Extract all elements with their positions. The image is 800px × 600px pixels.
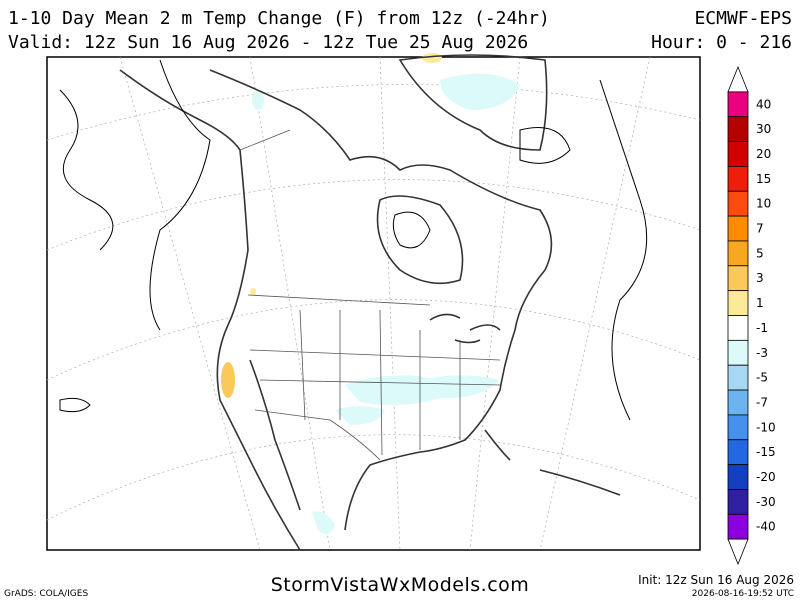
colorbar-label: -40 [756, 520, 776, 534]
color-box [727, 190, 749, 217]
colorbar-label: -15 [756, 445, 776, 459]
colorbar-label: -7 [756, 395, 768, 409]
colorbar-label: 3 [756, 271, 764, 285]
init: Init: 12z Sun 16 Aug 2026 [638, 573, 794, 587]
stamp: 2026-08-16-19:52 UTC [692, 589, 794, 599]
hours: Hour: 0 - 216 [651, 32, 792, 53]
colorbar-label: -10 [756, 420, 776, 434]
colorbar-label: 40 [756, 97, 771, 111]
color-end [727, 538, 749, 566]
valid: Valid: 12z Sun 16 Aug 2026 - 12z Tue 25 … [8, 32, 528, 53]
colorbar: 40 30 20 15 10 7 5 3 1 -1 -3 -5 -7 -10 -15 -20 -30 -40 [727, 65, 776, 566]
colorbar-label: 1 [756, 296, 764, 310]
color-box [727, 489, 749, 515]
color-box [727, 91, 749, 118]
colorbar-label: 5 [756, 246, 764, 260]
color-box [727, 265, 749, 292]
color-box [727, 414, 749, 441]
colorbar-label: -20 [756, 470, 776, 484]
colorbar-label: 30 [756, 122, 771, 136]
color-box [727, 290, 749, 316]
color-box [727, 389, 749, 416]
title: 1-10 Day Mean 2 m Temp Change (F) from 1… [8, 8, 550, 29]
color-box [727, 116, 749, 142]
color-box [727, 364, 749, 391]
colorbar-label: 15 [756, 172, 771, 186]
colorbar-label: -3 [756, 346, 768, 360]
shading [221, 53, 520, 534]
colorbar-label: -30 [756, 495, 776, 509]
color-box [727, 464, 749, 490]
map [46, 53, 701, 551]
map-frame [46, 56, 701, 551]
model: ECMWF-EPS [694, 8, 792, 29]
coastlines [119, 54, 621, 551]
color-box [727, 215, 749, 242]
color-box [727, 339, 749, 366]
color-box [727, 513, 749, 540]
color-box [727, 240, 749, 267]
colorbar-label: 20 [756, 147, 771, 161]
color-end [727, 65, 749, 93]
contours [59, 59, 648, 421]
borders [239, 129, 501, 461]
colorbar-label: -5 [756, 371, 768, 385]
color-box [727, 141, 749, 167]
credit: GrADS: COLA/IGES [4, 589, 88, 599]
color-box [727, 165, 749, 192]
color-box [727, 439, 749, 466]
colorbar-label: -1 [756, 321, 768, 335]
colorbar-label: 7 [756, 222, 764, 236]
site: StormVistaWxModels.com [271, 574, 530, 596]
color-box [727, 315, 749, 341]
colorbar-label: 10 [756, 197, 771, 211]
